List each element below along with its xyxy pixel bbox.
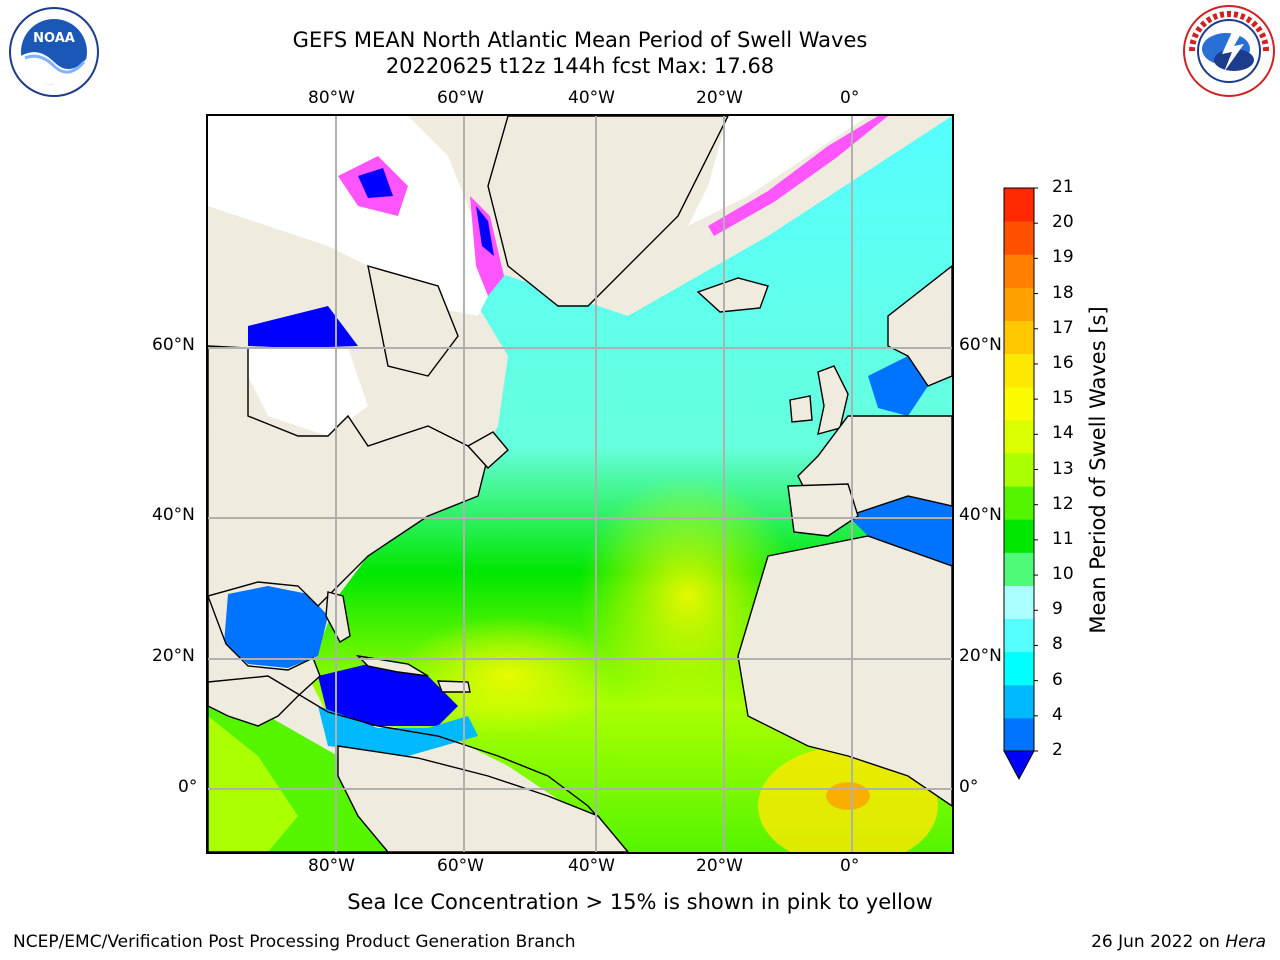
south-atlantic-ocean (208, 716, 298, 852)
south-america-land (208, 675, 629, 852)
colorbar-tick-label: 19 (1052, 247, 1074, 268)
hudson-bay-ice (248, 348, 368, 436)
colorbar-tick-label: 9 (1052, 599, 1063, 620)
lat-label-right: 0° (959, 777, 979, 797)
footer-host: Hera (1225, 932, 1266, 952)
scandinavia-land (887, 265, 952, 387)
newfoundland-land (466, 431, 509, 469)
sea-ice-note: Sea Ice Concentration > 15% is shown in … (347, 890, 933, 914)
map-title: GEFS MEAN North Atlantic Mean Period of … (292, 28, 868, 52)
caribbean-sea (318, 706, 478, 756)
footer-date-text: 26 Jun 2022 on (1091, 932, 1226, 952)
lon-label-bottom: 20°W (696, 856, 743, 876)
lat-label-left: 0° (178, 777, 198, 797)
swell-peak-zone (826, 782, 870, 810)
hispaniola-land (436, 680, 471, 693)
arctic-ice (208, 116, 498, 316)
graticule (208, 116, 952, 852)
colorbar-tick-label: 21 (1052, 177, 1074, 197)
colorbar-tick-label: 12 (1052, 493, 1074, 514)
sea-ice-edge (358, 168, 393, 198)
colorbar-tick-label: 17 (1052, 317, 1074, 338)
lat-label-left: 20°N (152, 646, 195, 666)
footer-date: 26 Jun 2022 on Hera (1091, 932, 1266, 952)
central-america-land (208, 595, 321, 727)
lon-label-top: 40°W (568, 88, 615, 108)
lat-label-right: 20°N (959, 646, 1002, 666)
lat-label-left: 60°N (152, 335, 195, 355)
lon-label-bottom: 60°W (437, 856, 484, 876)
greenland-land (487, 116, 729, 307)
colorbar-tick-label: 16 (1052, 352, 1074, 373)
lat-label-right: 40°N (959, 505, 1002, 525)
colorbar-segment (1004, 353, 1034, 388)
noaa-logo: NOAA (9, 7, 99, 97)
swell-period-map (206, 114, 954, 854)
mediterranean-sea (848, 496, 952, 566)
cuba-land (355, 654, 429, 677)
colorbar-title: Mean Period of Swell Waves [s] (1086, 306, 1110, 634)
colorbar-tick-label: 6 (1052, 669, 1063, 690)
hudson-bay (248, 306, 358, 348)
sea-ice-edge (708, 116, 888, 236)
greenland-ice (688, 116, 868, 226)
noaa-logo-text: NOAA (33, 31, 75, 46)
colorbar-extend-arrow (1003, 750, 1035, 781)
colorbar-segment (1004, 552, 1034, 586)
colorbar-segment (1004, 221, 1034, 255)
colorbar-tick-label: 2 (1052, 740, 1063, 760)
colorbar-segment (1004, 287, 1034, 321)
colorbar-segment (1004, 188, 1034, 222)
lon-label-top: 80°W (308, 88, 355, 108)
colorbar-tick-label: 18 (1052, 282, 1074, 303)
sea-ice-edge (476, 206, 494, 256)
colorbar-tick-label: 10 (1052, 564, 1074, 585)
north-america-land (208, 345, 489, 607)
colorbar-segment (1004, 452, 1034, 487)
colorbar-segment (1004, 386, 1034, 421)
colorbar-tick-label: 11 (1052, 528, 1074, 549)
colorbar-segment (1004, 618, 1034, 653)
florida-land (325, 591, 351, 643)
lon-label-top: 20°W (696, 88, 743, 108)
iceland-land (696, 277, 769, 313)
lon-label-bottom: 80°W (308, 856, 355, 876)
lon-label-bottom: 0° (840, 856, 860, 876)
caribbean-sea (318, 664, 458, 726)
colorbar-tick-label: 20 (1052, 212, 1074, 233)
north-sea (868, 356, 928, 416)
colorbar-tick-label: 4 (1052, 704, 1063, 725)
colorbar-segment (1004, 651, 1034, 686)
lon-label-top: 0° (840, 88, 860, 108)
colorbar-tick-label: 15 (1052, 388, 1074, 409)
lat-label-right: 60°N (959, 335, 1002, 355)
footer-organization: NCEP/EMC/Verification Post Processing Pr… (13, 932, 576, 952)
colorbar-segment (1004, 320, 1034, 355)
colorbar-segment (1004, 717, 1034, 752)
colorbar-segment (1004, 254, 1034, 288)
colorbar-tick-label: 14 (1052, 423, 1074, 444)
map-subtitle: 20220625 t12z 144h fcst Max: 17.68 (385, 54, 775, 78)
lon-label-top: 60°W (437, 88, 484, 108)
colorbar-segment (1004, 585, 1034, 620)
colorbar-segment (1004, 486, 1034, 520)
colorbar-tick-label: 13 (1052, 458, 1074, 479)
colorbar-segment (1004, 684, 1034, 719)
iberia-land (787, 483, 859, 537)
gulf-of-mexico (224, 586, 328, 668)
colorbar-segment (1004, 419, 1034, 454)
nws-logo (1183, 5, 1275, 97)
lat-label-left: 40°N (152, 505, 195, 525)
map-canvas (208, 116, 952, 852)
ireland-land (789, 395, 813, 423)
colorbar-tick-label: 8 (1052, 634, 1063, 655)
colorbar-segment (1004, 519, 1034, 553)
lon-label-bottom: 40°W (568, 856, 615, 876)
colorbar (1003, 187, 1038, 781)
south-america-land (337, 745, 629, 852)
